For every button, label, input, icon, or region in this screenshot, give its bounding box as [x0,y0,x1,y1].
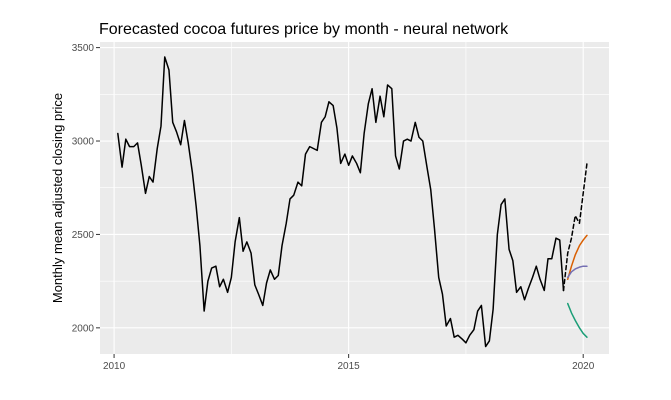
series-layer [117,56,588,348]
grid-major [100,42,609,354]
chart-title: Forecasted cocoa futures price by month … [99,21,509,38]
series-line [117,56,565,348]
plot-panel [100,42,609,354]
series-line [566,265,588,279]
series-line [566,302,588,338]
series-line [566,234,588,281]
x-tick-label: 2010 [103,361,126,372]
x-tick-label: 2020 [572,361,595,372]
x-tick-label: 2015 [338,361,361,372]
y-axis-label: Monthly mean adjusted closing price [50,93,65,303]
y-tick-label: 3500 [72,43,95,54]
x-axis-ticks: 2010 2015 2020 [103,354,595,372]
y-tick-label: 2500 [72,230,95,241]
y-tick-label: 3000 [72,137,95,148]
y-axis-ticks: 2000 2500 3000 3500 [72,43,100,334]
series-line [562,162,588,292]
y-tick-label: 2000 [72,323,95,334]
grid-minor [100,42,609,354]
